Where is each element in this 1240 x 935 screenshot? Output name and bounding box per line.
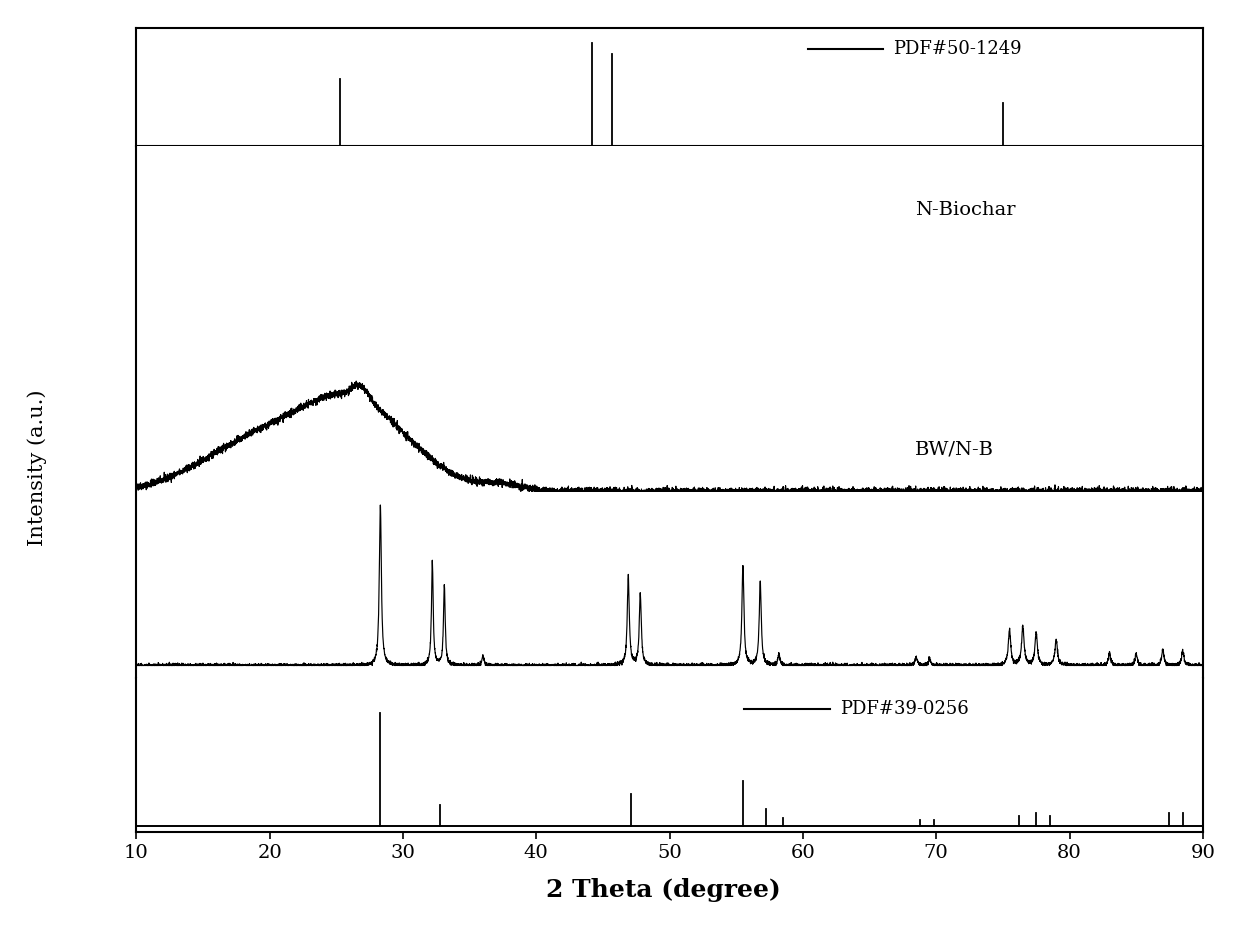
Text: Intensity (a.u.): Intensity (a.u.) [27,389,47,546]
Text: PDF#39-0256: PDF#39-0256 [841,700,968,718]
Text: BW/N-B: BW/N-B [915,440,994,458]
Text: N-Biochar: N-Biochar [915,201,1016,219]
Text: PDF#50-1249: PDF#50-1249 [894,40,1022,58]
Text: 2 Theta (degree): 2 Theta (degree) [546,878,781,902]
